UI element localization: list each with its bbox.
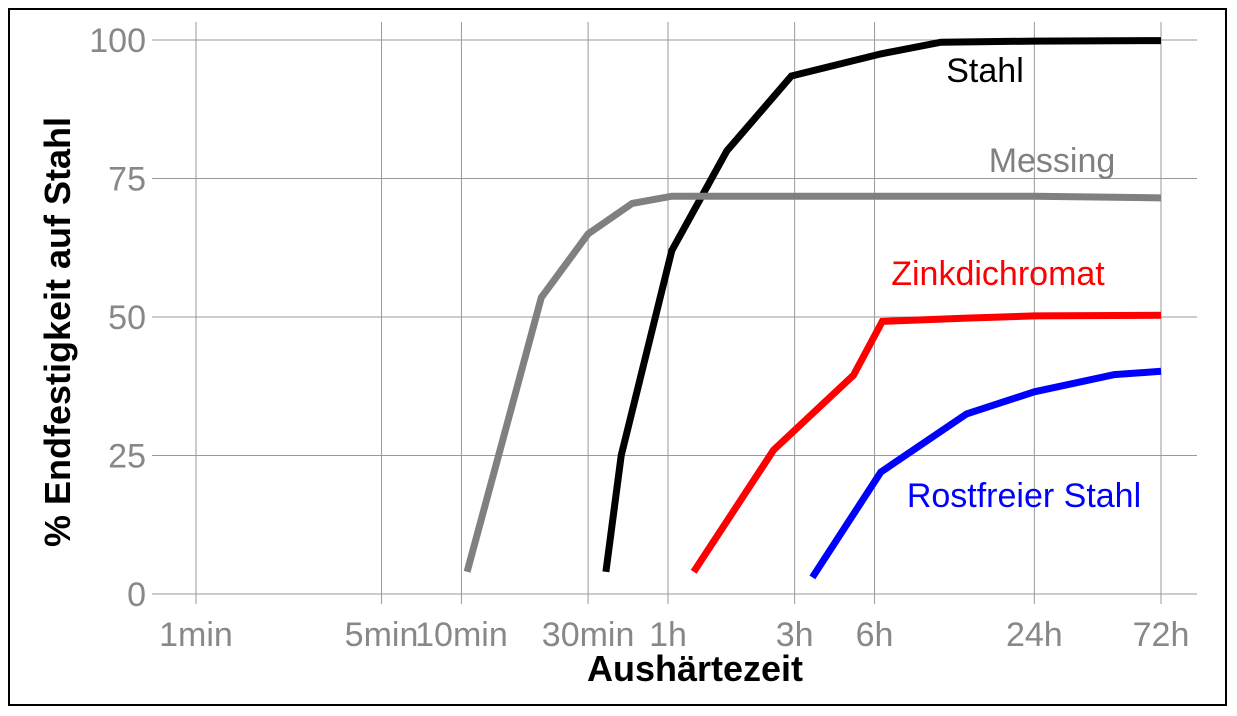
series-label-messing: Messing [989,142,1116,180]
series-lines [463,37,1162,580]
x-tick-label: 1min [159,616,233,654]
x-tick-label: 30min [542,616,635,654]
y-axis-title: % Endfestigkeit auf Stahl [37,117,78,547]
x-tick-label: 24h [1006,616,1063,654]
series-line-stahl [602,37,1162,573]
x-tick-label: 6h [856,616,894,654]
y-tick-label: 25 [108,438,146,476]
x-tick-label: 72h [1133,616,1190,654]
series-label-zinkdichromat: Zinkdichromat [891,255,1105,293]
x-tick-label: 1h [649,616,687,654]
series-line-zinkdichromat [690,311,1162,574]
grid [160,22,1197,595]
x-tick-label: 10min [415,616,508,654]
x-tick-label: 3h [776,616,814,654]
x-axis-title: Aushärtezeit [587,648,803,689]
y-tick-label: 100 [89,22,146,60]
series-line-messing [463,192,1162,573]
y-tick-label: 50 [108,299,146,337]
series-label-stahl: Stahl [946,52,1024,90]
y-tick-label: 75 [108,161,146,199]
series-label-rostfreier-stahl: Rostfreier Stahl [907,477,1141,515]
chart-frame [8,8,1227,706]
series-labels: Stahl Messing Zinkdichromat Rostfreier Stah… [891,52,1141,515]
x-tick-label: 5min [345,616,419,654]
y-tick-label: 0 [127,576,146,614]
y-axis-ticks: 0 25 50 75 100 [89,22,160,614]
series-line-rostfreier-stahl [809,367,1162,580]
